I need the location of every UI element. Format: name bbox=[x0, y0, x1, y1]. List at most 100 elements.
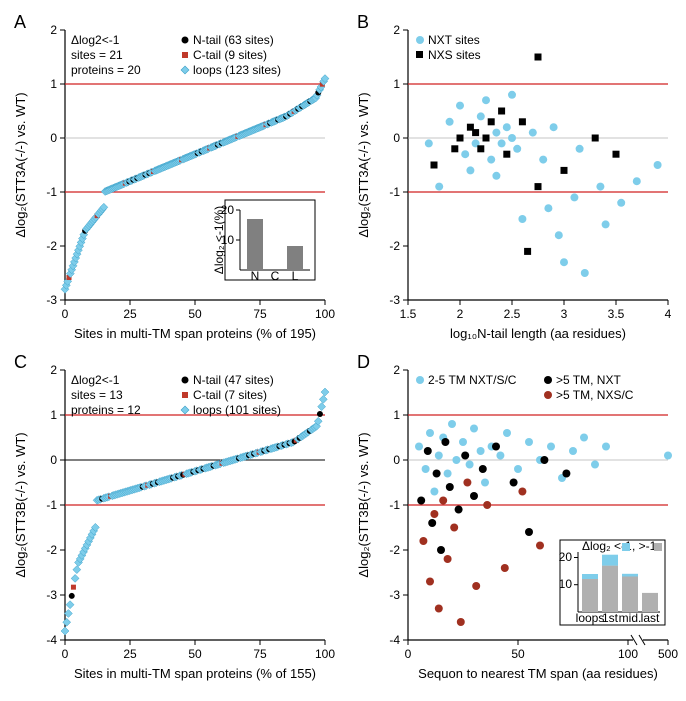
svg-text:NXT sites: NXT sites bbox=[428, 33, 480, 47]
svg-text:3.5: 3.5 bbox=[608, 307, 625, 321]
svg-text:-2: -2 bbox=[46, 543, 57, 557]
panel-d-legend: 2-5 TM NXT/S/C >5 TM, NXT >5 TM, NXS/C bbox=[416, 373, 634, 402]
svg-text:2: 2 bbox=[50, 363, 57, 377]
panel-b: B 2 1 0 -1 -2 -3 1.5 2 2.5 3 3.5 bbox=[353, 10, 686, 350]
svg-text:-2: -2 bbox=[389, 239, 400, 253]
svg-text:2: 2 bbox=[50, 23, 57, 37]
svg-text:Δlog2<-1: Δlog2<-1 bbox=[71, 373, 120, 387]
panel-a-xticks: 0 25 50 75 100 bbox=[62, 300, 336, 321]
svg-text:1: 1 bbox=[393, 408, 400, 422]
svg-text:loops: loops bbox=[576, 611, 605, 625]
svg-text:loops (101 sites): loops (101 sites) bbox=[193, 403, 281, 417]
svg-text:-4: -4 bbox=[389, 633, 400, 647]
svg-text:25: 25 bbox=[123, 647, 137, 661]
panel-a-legend: N-tail (63 sites) C-tail (9 sites) loops… bbox=[181, 33, 281, 77]
svg-text:proteins = 20: proteins = 20 bbox=[71, 63, 141, 77]
svg-text:Δlog₂ <-1(%): Δlog₂ <-1(%) bbox=[212, 206, 226, 274]
svg-text:100: 100 bbox=[315, 647, 335, 661]
svg-text:-3: -3 bbox=[389, 293, 400, 307]
panel-c: C 2 1 0 -1 -2 -3 -4 0 25 50 75 bbox=[10, 350, 353, 690]
svg-text:1st: 1st bbox=[602, 611, 619, 625]
svg-text:75: 75 bbox=[253, 647, 267, 661]
svg-text:1: 1 bbox=[393, 77, 400, 91]
svg-text:last: last bbox=[641, 611, 660, 625]
svg-text:Δlog2<-1: Δlog2<-1 bbox=[71, 33, 120, 47]
panel-a-svg: 2 1 0 -1 -2 -3 0 25 50 75 100 bbox=[10, 10, 353, 350]
svg-text:sites = 21: sites = 21 bbox=[71, 48, 123, 62]
svg-text:mid.: mid. bbox=[619, 611, 642, 625]
svg-text:>5 TM, NXT: >5 TM, NXT bbox=[556, 373, 621, 387]
svg-text:100: 100 bbox=[618, 647, 638, 661]
panel-c-xticks: 0 25 50 75 100 bbox=[62, 640, 336, 661]
panel-b-yticks: 2 1 0 -1 -2 -3 bbox=[389, 23, 408, 307]
svg-text:proteins = 12: proteins = 12 bbox=[71, 403, 141, 417]
panel-d: D 2 1 0 -1 -2 -3 -4 bbox=[353, 350, 686, 690]
panel-b-scatter bbox=[425, 54, 662, 278]
svg-text:, >-1: , >-1 bbox=[632, 539, 657, 553]
panel-d-ylabel: Δlog₂(STT3B(-/-) vs. WT) bbox=[356, 432, 371, 577]
svg-text:C: C bbox=[271, 269, 280, 283]
svg-text:1: 1 bbox=[50, 77, 57, 91]
svg-text:>5 TM, NXS/C: >5 TM, NXS/C bbox=[556, 388, 634, 402]
svg-text:0: 0 bbox=[62, 647, 69, 661]
svg-text:-1: -1 bbox=[46, 498, 57, 512]
svg-text:C-tail (9 sites): C-tail (9 sites) bbox=[193, 48, 267, 62]
svg-text:0: 0 bbox=[62, 307, 69, 321]
svg-text:25: 25 bbox=[123, 307, 137, 321]
panel-d-svg: 2 1 0 -1 -2 -3 -4 0 50 100 500 bbox=[353, 350, 686, 690]
panel-b-svg: 2 1 0 -1 -2 -3 1.5 2 2.5 3 3.5 4 bbox=[353, 10, 686, 350]
panel-b-ylabel: Δlog₂(STT3A(-/-) vs. WT) bbox=[356, 92, 371, 237]
svg-text:2-5 TM NXT/S/C: 2-5 TM NXT/S/C bbox=[428, 373, 517, 387]
svg-text:L: L bbox=[292, 269, 299, 283]
svg-text:0: 0 bbox=[50, 131, 57, 145]
svg-text:0: 0 bbox=[393, 453, 400, 467]
panel-d-label: D bbox=[357, 352, 370, 373]
panel-a-annotation: Δlog2<-1 sites = 21 proteins = 20 bbox=[71, 33, 141, 77]
svg-text:-3: -3 bbox=[46, 588, 57, 602]
panel-b-legend: NXT sites NXS sites bbox=[416, 33, 481, 62]
svg-text:1.5: 1.5 bbox=[400, 307, 417, 321]
svg-text:loops (123 sites): loops (123 sites) bbox=[193, 63, 281, 77]
svg-text:-2: -2 bbox=[46, 239, 57, 253]
svg-text:50: 50 bbox=[511, 647, 525, 661]
svg-text:C-tail (7 sites): C-tail (7 sites) bbox=[193, 388, 267, 402]
panel-c-label: C bbox=[14, 352, 27, 373]
svg-text:N: N bbox=[251, 269, 260, 283]
svg-text:10: 10 bbox=[559, 577, 573, 591]
panel-d-xlabel: Sequon to nearest TM span (aa residues) bbox=[418, 666, 658, 681]
svg-text:2: 2 bbox=[393, 363, 400, 377]
svg-text:-1: -1 bbox=[389, 185, 400, 199]
svg-text:20: 20 bbox=[559, 550, 573, 564]
svg-text:-1: -1 bbox=[46, 185, 57, 199]
svg-text:2: 2 bbox=[457, 307, 464, 321]
svg-text:1: 1 bbox=[50, 408, 57, 422]
panel-c-ylabel: Δlog₂(STT3B(-/-) vs. WT) bbox=[13, 432, 28, 577]
svg-text:50: 50 bbox=[188, 307, 202, 321]
svg-text:100: 100 bbox=[315, 307, 335, 321]
svg-text:-3: -3 bbox=[46, 293, 57, 307]
panel-b-label: B bbox=[357, 12, 369, 33]
panel-d-inset: 10 20 loops 1st mid. last Δlog₂ <-1 , >-… bbox=[559, 539, 665, 625]
svg-text:NXS sites: NXS sites bbox=[428, 48, 481, 62]
svg-text:0: 0 bbox=[405, 647, 412, 661]
svg-text:-1: -1 bbox=[389, 498, 400, 512]
svg-text:3: 3 bbox=[561, 307, 568, 321]
panel-c-yticks: 2 1 0 -1 -2 -3 -4 bbox=[46, 363, 65, 647]
svg-text:0: 0 bbox=[50, 453, 57, 467]
svg-text:500: 500 bbox=[658, 647, 678, 661]
panel-a-xlabel: Sites in multi-TM span proteins (% of 19… bbox=[74, 326, 316, 341]
panel-b-xlabel: log₁₀N-tail length (aa residues) bbox=[450, 326, 626, 341]
svg-text:-2: -2 bbox=[389, 543, 400, 557]
panel-a-inset: 10 20 N C L Δlog₂ <-1(%) bbox=[212, 200, 315, 283]
svg-text:50: 50 bbox=[188, 647, 202, 661]
panel-c-legend: N-tail (47 sites) C-tail (7 sites) loops… bbox=[181, 373, 281, 417]
panel-c-svg: 2 1 0 -1 -2 -3 -4 0 25 50 75 100 bbox=[10, 350, 353, 690]
svg-text:2: 2 bbox=[393, 23, 400, 37]
svg-text:-4: -4 bbox=[46, 633, 57, 647]
svg-text:N-tail (63 sites): N-tail (63 sites) bbox=[193, 33, 274, 47]
svg-text:4: 4 bbox=[665, 307, 672, 321]
panel-a-ylabel: Δlog₂(STT3A(-/-) vs. WT) bbox=[13, 92, 28, 237]
panel-d-yticks: 2 1 0 -1 -2 -3 -4 bbox=[389, 363, 408, 647]
panel-a: A 2 1 0 -1 -2 -3 0 25 bbox=[10, 10, 353, 350]
svg-text:-3: -3 bbox=[389, 588, 400, 602]
